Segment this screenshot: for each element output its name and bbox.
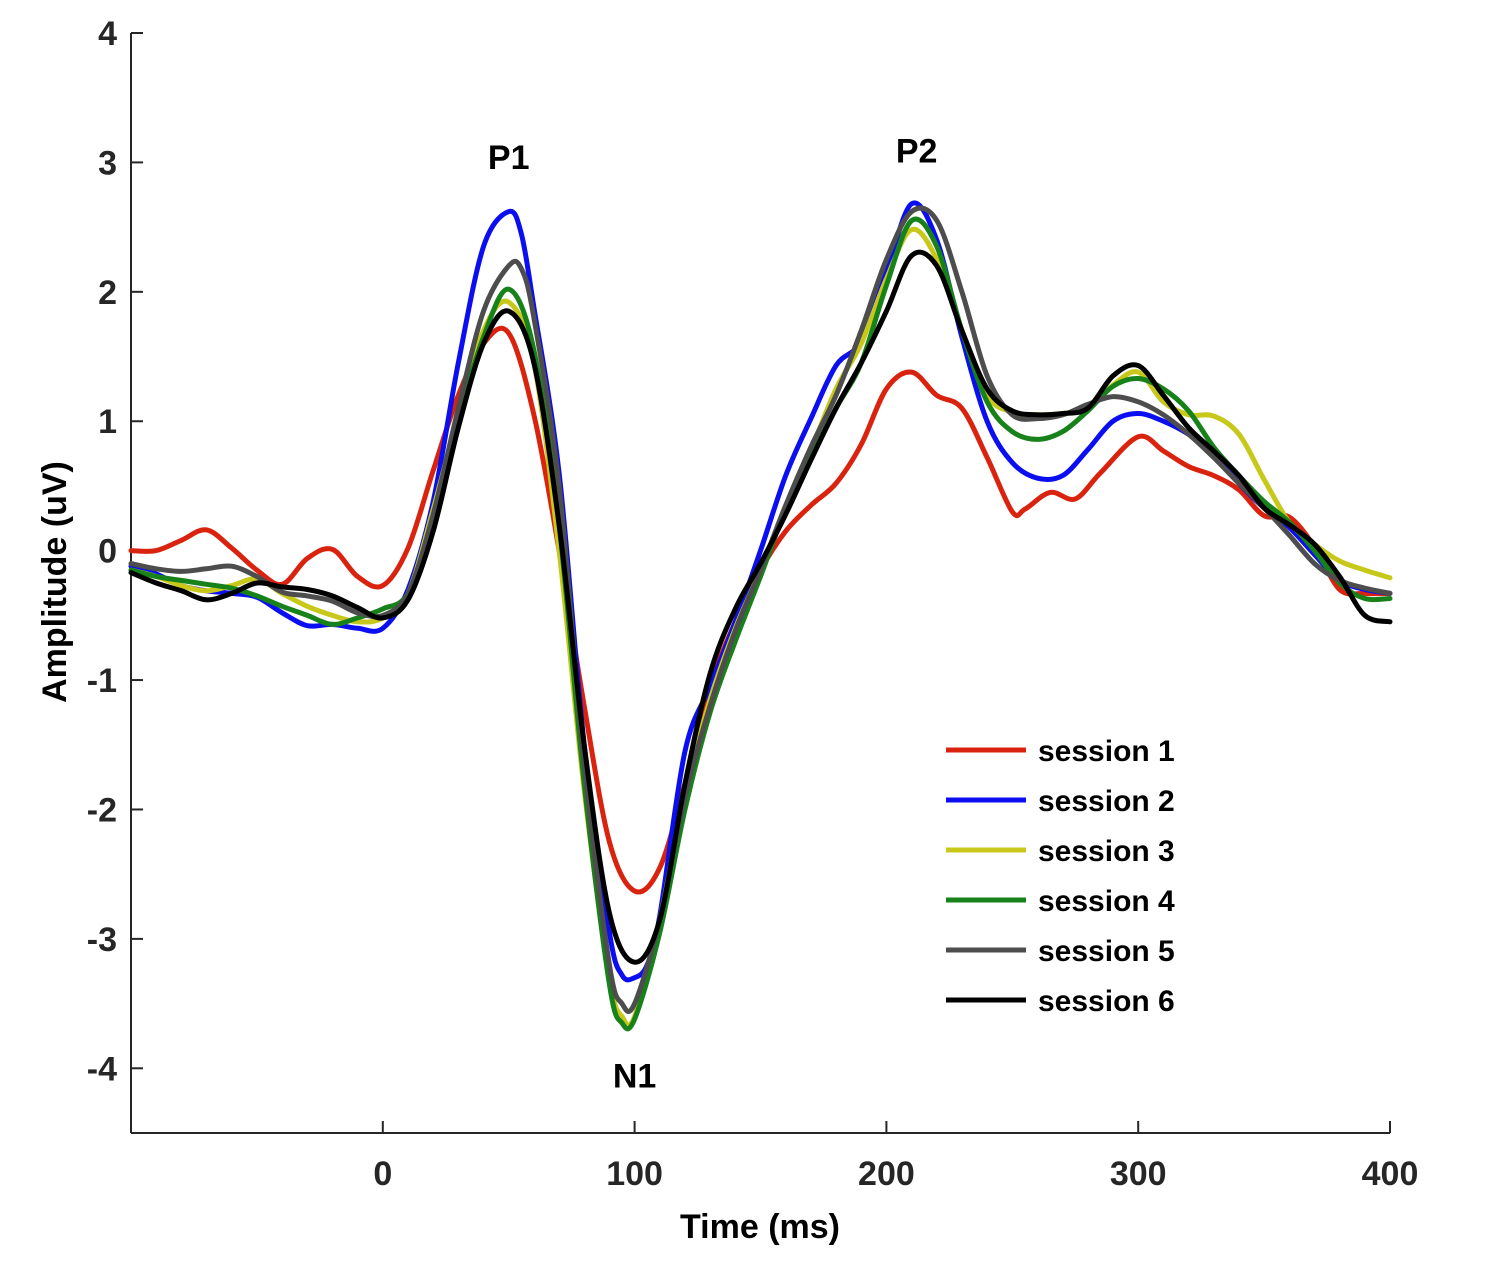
series-line-session-6: [128, 249, 1393, 965]
x-tick-label: 200: [858, 1155, 915, 1193]
legend-label: session 6: [1038, 985, 1175, 1018]
legend-label: session 3: [1038, 835, 1175, 868]
y-tick-label: 4: [98, 15, 117, 53]
legend-label: session 4: [1038, 885, 1175, 918]
legend-label: session 2: [1038, 785, 1175, 818]
y-axis-title: Amplitude (uV): [36, 461, 74, 703]
x-axis-title: Time (ms): [680, 1208, 840, 1246]
legend-label: session 5: [1038, 935, 1175, 968]
y-tick-label: -3: [87, 921, 117, 959]
y-tick-label: -4: [87, 1050, 117, 1088]
peak-label-n1: N1: [613, 1058, 656, 1096]
axes: 0 100 200 300 400 -4 -3 -2 -1 0 1 2 3 4: [87, 15, 1419, 1193]
series-line-session-2: [128, 200, 1393, 983]
x-tick-label: 100: [606, 1155, 663, 1193]
x-tick-label: 300: [1110, 1155, 1167, 1193]
y-tick-label: 0: [98, 533, 117, 571]
legend: session 1 session 2 session 3 session 4 sess…: [946, 735, 1175, 1018]
annotations: P1 P2 N1: [488, 132, 938, 1095]
y-tick-label: 2: [98, 274, 117, 312]
peak-label-p1: P1: [488, 139, 530, 177]
x-tick-label: 0: [373, 1155, 392, 1193]
y-tick-label: 3: [98, 144, 117, 182]
x-tick-label: 400: [1362, 1155, 1419, 1193]
y-tick-label: 1: [98, 403, 117, 441]
legend-label: session 1: [1038, 735, 1175, 768]
peak-label-p2: P2: [896, 132, 938, 170]
series-layer: [128, 200, 1393, 1032]
y-tick-label: -2: [87, 791, 117, 829]
y-tick-label: -1: [87, 662, 117, 700]
